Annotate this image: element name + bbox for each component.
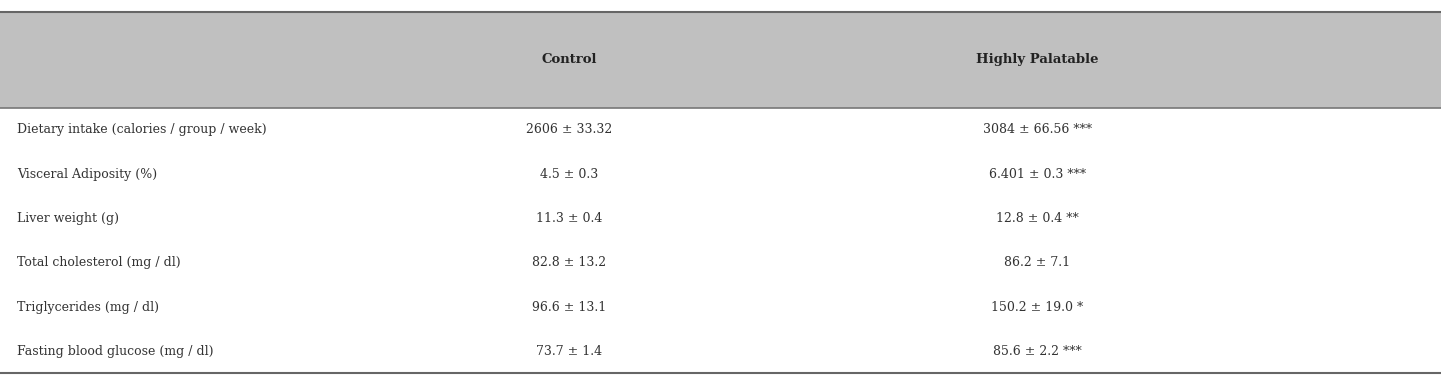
Text: 12.8 ± 0.4 **: 12.8 ± 0.4 ** (996, 212, 1079, 225)
Text: 4.5 ± 0.3: 4.5 ± 0.3 (540, 168, 598, 181)
Text: 2606 ± 33.32: 2606 ± 33.32 (526, 124, 612, 136)
Text: 73.7 ± 1.4: 73.7 ± 1.4 (536, 345, 602, 358)
Text: 150.2 ± 19.0 *: 150.2 ± 19.0 * (991, 301, 1084, 313)
Text: 6.401 ± 0.3 ***: 6.401 ± 0.3 *** (989, 168, 1087, 181)
Text: Fasting blood glucose (mg / dl): Fasting blood glucose (mg / dl) (17, 345, 213, 358)
Text: 96.6 ± 13.1: 96.6 ± 13.1 (532, 301, 607, 313)
Text: 11.3 ± 0.4: 11.3 ± 0.4 (536, 212, 602, 225)
Text: Control: Control (542, 53, 597, 66)
Text: Total cholesterol (mg / dl): Total cholesterol (mg / dl) (17, 256, 182, 269)
Text: 3084 ± 66.56 ***: 3084 ± 66.56 *** (983, 124, 1092, 136)
Text: Visceral Adiposity (%): Visceral Adiposity (%) (17, 168, 157, 181)
Text: 82.8 ± 13.2: 82.8 ± 13.2 (532, 256, 607, 269)
Text: Liver weight (g): Liver weight (g) (17, 212, 120, 225)
Text: Triglycerides (mg / dl): Triglycerides (mg / dl) (17, 301, 160, 313)
Text: Dietary intake (calories / group / week): Dietary intake (calories / group / week) (17, 124, 267, 136)
Text: 86.2 ± 7.1: 86.2 ± 7.1 (1004, 256, 1071, 269)
Text: 85.6 ± 2.2 ***: 85.6 ± 2.2 *** (993, 345, 1082, 358)
Text: Highly Palatable: Highly Palatable (976, 53, 1099, 66)
Bar (0, 12, 1441, 108)
